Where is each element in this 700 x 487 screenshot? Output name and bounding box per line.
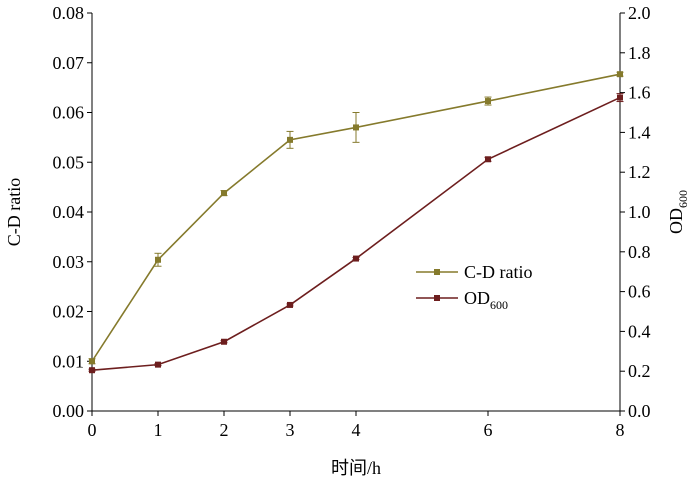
data-point-cd-ratio	[287, 136, 293, 143]
y-left-tick-label: 0.08	[53, 3, 85, 23]
y-right-tick-label: 0.2	[628, 361, 651, 381]
y-right-axis-label-sub: 600	[676, 190, 690, 208]
data-point-od600	[353, 255, 359, 262]
y-right-tick-label: 0.0	[628, 401, 651, 421]
y-right-tick-label: 2.0	[628, 3, 651, 23]
legend-label-sub: 600	[490, 298, 508, 312]
y-right-tick-label: 1.2	[628, 162, 651, 182]
plot-area	[91, 13, 621, 412]
data-point-od600	[155, 361, 161, 368]
y-right-tick-label: 1.0	[628, 202, 651, 222]
legend: C-D ratio OD600	[416, 262, 532, 312]
y-right-axis-label-main: OD	[666, 208, 686, 234]
legend-label-od600: OD600	[464, 288, 508, 312]
data-point-od600	[221, 338, 227, 345]
y-right-tick-label: 1.8	[628, 43, 651, 63]
x-ticks: 0 1 2 3 4 6 8	[88, 411, 625, 440]
x-tick-label: 4	[352, 420, 361, 440]
data-point-cd-ratio	[155, 256, 161, 263]
x-tick-label: 6	[484, 420, 493, 440]
y-right-tick-label: 1.6	[628, 83, 651, 103]
y-left-tick-label: 0.04	[53, 202, 85, 222]
right-y-ticks: 0.0 0.2 0.4 0.6 0.8 1.0 1.2 1.4 1.6 1.8 2.0	[620, 3, 651, 421]
x-tick-label: 1	[154, 420, 163, 440]
data-point-cd-ratio	[485, 98, 491, 105]
y-left-tick-label: 0.01	[53, 351, 85, 371]
data-point-cd-ratio	[221, 190, 227, 197]
x-tick-label: 3	[286, 420, 295, 440]
data-point-od600	[89, 367, 95, 374]
y-left-tick-label: 0.03	[53, 252, 85, 272]
y-left-tick-label: 0.07	[53, 53, 85, 73]
x-tick-label: 8	[616, 420, 625, 440]
y-right-axis-label: OD600	[666, 190, 690, 234]
legend-marker-cd-ratio	[434, 269, 440, 275]
y-left-tick-label: 0.00	[53, 401, 85, 421]
data-point-od600	[287, 301, 293, 308]
y-right-tick-label: 1.4	[628, 122, 651, 142]
legend-label-main: OD	[464, 288, 490, 308]
x-tick-label: 2	[220, 420, 229, 440]
data-point-cd-ratio	[617, 71, 623, 78]
data-point-od600	[617, 94, 623, 101]
legend-label-main: C-D ratio	[464, 262, 532, 282]
x-tick-label: 0	[88, 420, 97, 440]
y-left-axis-label: C-D ratio	[4, 178, 24, 246]
legend-label-cd-ratio: C-D ratio	[464, 262, 532, 282]
y-right-tick-label: 0.8	[628, 242, 651, 262]
left-y-ticks: 0.00 0.01 0.02 0.03 0.04 0.05 0.06 0.07 0.08	[53, 3, 92, 421]
y-left-tick-label: 0.02	[53, 302, 85, 322]
data-point-cd-ratio	[353, 124, 359, 131]
legend-marker-od600	[434, 295, 440, 301]
y-right-tick-label: 0.4	[628, 321, 651, 341]
y-right-tick-label: 0.6	[628, 282, 651, 302]
y-left-tick-label: 0.06	[53, 103, 85, 123]
y-left-tick-label: 0.05	[53, 152, 85, 172]
x-axis-label: 时间/h	[331, 458, 381, 478]
data-point-cd-ratio	[89, 358, 95, 365]
series-layer	[88, 71, 624, 374]
data-point-od600	[485, 156, 491, 163]
